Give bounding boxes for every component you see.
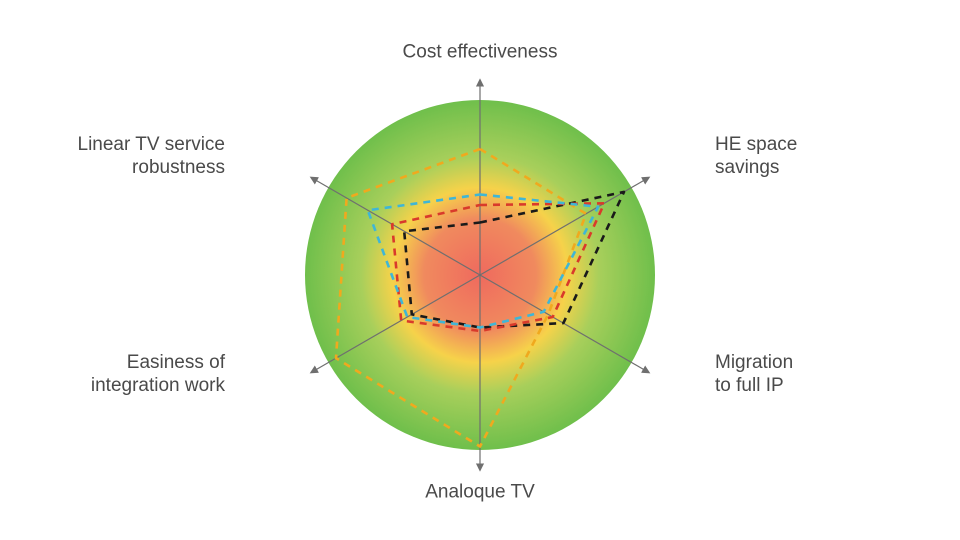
radar-svg [0,0,960,540]
radar-chart: Cost effectivenessHE space savingsMigrat… [0,0,960,540]
